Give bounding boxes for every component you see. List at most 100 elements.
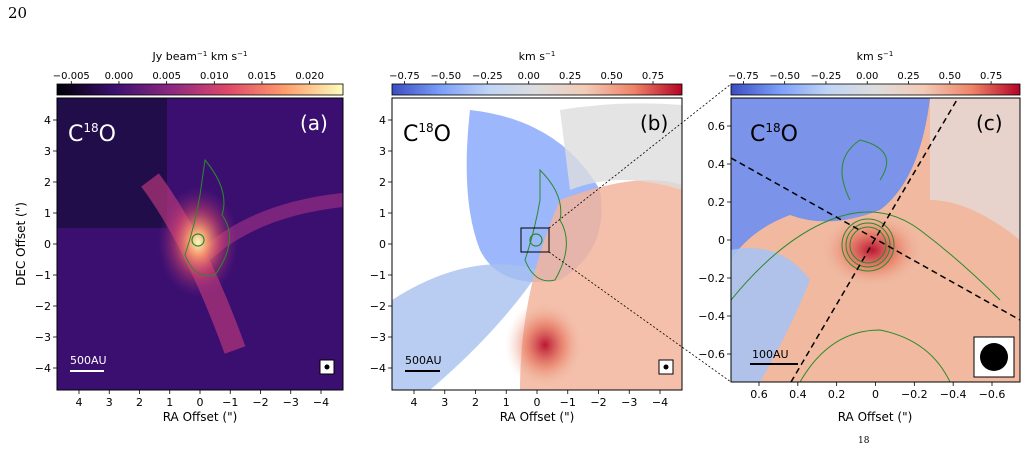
panel-a: Jy beam−1 km s−1 −0.005 0.000 0.005 0.010 0.…	[14, 50, 344, 424]
panel-c-yticks: 0.6 0.4 0.2 0 −0.2 −0.4 −0.6	[698, 120, 731, 361]
panel-c-cbar-tick-label: −0.75	[728, 71, 759, 82]
panel-a-beam	[324, 364, 330, 370]
panel-a-colorbar-label: Jy beam−1 km s−1	[152, 50, 248, 63]
panel-a-cbar-tick-label: 0.000	[105, 71, 134, 82]
panel-c-label: (c)	[976, 111, 1003, 135]
panel-c-xticks: 0.6 0.4 0.2 0 −0.2 −0.4 −0.6	[750, 382, 1005, 401]
panel-a-xtick-label: 4	[76, 396, 83, 409]
panel-c-red-core	[817, 210, 927, 290]
panel-a-ytick-label: 3	[44, 145, 51, 158]
panel-c-ytick-label: 0.6	[708, 120, 726, 133]
panel-b-ytick-label: −3	[370, 331, 386, 344]
panel-c-xtick-label: 0	[872, 388, 879, 401]
panel-a-colorbar	[56, 83, 344, 96]
panel-b-blue-wing	[392, 264, 540, 390]
panel-a-yticks: 4 3 2 1 0 −1 −2 −3 −4	[35, 114, 57, 375]
panel-b-xtick-label: 1	[503, 396, 510, 409]
panel-c-cbar-tick-label: −0.50	[769, 71, 800, 82]
panel-b-xlabel: RA Offset (")	[500, 410, 575, 424]
panel-a-ytick-label: −2	[35, 300, 51, 313]
zoom-connector-top	[548, 83, 732, 229]
panel-c-ytick-label: 0.2	[708, 196, 726, 209]
panel-a-ytick-label: −1	[35, 269, 51, 282]
panel-b-cbar-tick-label: 0.00	[518, 71, 540, 82]
panel-c-contour-upper	[841, 139, 888, 201]
panel-c-cbar-tick-label: 0.50	[939, 71, 961, 82]
panel-c-xtick-label: 0.4	[789, 388, 807, 401]
panel-c-cbar-tick-label: 0.25	[897, 71, 919, 82]
panel-b-image	[392, 98, 682, 390]
panel-a-molecule: C18O	[68, 121, 116, 147]
panel-a-image	[57, 98, 343, 390]
panel-c-colorbar	[730, 83, 1021, 96]
panel-a-contours	[184, 158, 231, 277]
panel-c-beam	[980, 343, 1008, 371]
panel-b-contours	[524, 168, 567, 282]
panel-c-xtick-label: 0.2	[828, 388, 846, 401]
panel-a-ytick-label: 1	[44, 207, 51, 220]
panel-b-xtick-label: −2	[590, 396, 606, 409]
panel-a-xticks: 4 3 2 1 0 −1 −2 −3 −4	[76, 390, 329, 409]
panel-a-xtick-label: −2	[252, 396, 268, 409]
page-number: 20	[8, 4, 28, 22]
panel-b-ytick-label: −2	[370, 300, 386, 313]
panel-c-xtick-label: −0.2	[901, 388, 928, 401]
panel-a-cbar-tick-label: −0.005	[53, 71, 90, 82]
panel-c-contour-ring-1	[849, 226, 887, 264]
panel-a-ytick-label: 0	[44, 238, 51, 251]
panel-c-ytick-label: −0.2	[698, 272, 725, 285]
panel-c-contour-lower	[799, 329, 951, 382]
panel-a-label: (a)	[300, 111, 328, 135]
panel-c-right-gray	[930, 98, 1020, 240]
panel-c-axis-line-2	[731, 157, 1020, 321]
panel-c-cbar-tick-label: 0.75	[980, 71, 1002, 82]
panel-a-ylabel: DEC Offset (")	[14, 202, 28, 286]
panel-a-ytick-label: 2	[44, 176, 51, 189]
panel-c-axis-line-1	[790, 97, 959, 382]
panel-b-scalebar-label: 500AU	[405, 354, 442, 367]
panel-b-xtick-label: −4	[652, 396, 668, 409]
panel-a-ytick-label: −4	[35, 362, 51, 375]
panel-c-light-blue	[731, 248, 810, 382]
panel-b-molecule: C18O	[403, 121, 451, 147]
panel-b-ytick-label: −4	[370, 362, 386, 375]
zoom-connector-bottom	[548, 251, 732, 383]
panel-c-xtick-label: −0.6	[979, 388, 1006, 401]
panel-a-xlabel: RA Offset (")	[163, 410, 238, 424]
panel-c-ytick-label: −0.4	[698, 310, 725, 323]
panel-b-zoom-box	[520, 227, 550, 253]
panel-a-cbar-tick-label: 0.010	[200, 71, 229, 82]
panel-a-xtick-label: −3	[283, 396, 299, 409]
panel-c-xtick-label: −0.4	[940, 388, 967, 401]
panel-b-xtick-label: −1	[560, 396, 576, 409]
panel-b-ytick-label: 1	[379, 207, 386, 220]
panel-b-label: (b)	[640, 111, 668, 135]
panel-c-contour-ring-3	[841, 218, 895, 272]
panel-a-ytick-label: −3	[35, 331, 51, 344]
panel-a-xtick-label: −4	[313, 396, 329, 409]
panel-c: km s−1 −0.75 −0.50 −0.25 0.00 0.25 0.50 0.75 C…	[698, 50, 1021, 424]
panel-a-xtick-label: 1	[166, 396, 173, 409]
panel-b-xtick-label: 4	[411, 396, 418, 409]
panel-b-cbar-tick-label: 0.50	[600, 71, 622, 82]
panel-c-cbar-tick-label: 0.00	[856, 71, 878, 82]
panel-a-xtick-label: 3	[106, 396, 113, 409]
panel-b-xtick-label: 3	[441, 396, 448, 409]
panel-b-ytick-label: 3	[379, 145, 386, 158]
panel-a-xtick-label: 0	[197, 396, 204, 409]
panel-c-ytick-label: 0	[718, 234, 725, 247]
panel-a-xtick-label: −1	[222, 396, 238, 409]
panel-b-cbar-tick-label: −0.50	[431, 71, 462, 82]
panel-b-colorbar	[391, 83, 683, 96]
panel-a-colorbar-ticks: −0.005 0.000 0.005 0.010 0.015 0.020	[53, 71, 324, 84]
panel-b-colorbar-ticks: −0.75 −0.50 −0.25 0.00 0.25 0.50 0.75	[389, 71, 664, 84]
panel-b-xticks: 4 3 2 1 0 −1 −2 −3 −4	[411, 390, 668, 409]
panel-c-scalebar-label: 100AU	[752, 348, 789, 361]
panel-c-ytick-label: 0.4	[708, 158, 726, 171]
panel-a-xtick-label: 2	[136, 396, 143, 409]
panel-b-ytick-label: 4	[379, 114, 386, 127]
panel-b-cbar-tick-label: −0.75	[389, 71, 420, 82]
panel-c-cbar-tick-label: −0.25	[811, 71, 842, 82]
panel-c-colorbar-ticks: −0.75 −0.50 −0.25 0.00 0.25 0.50 0.75	[728, 71, 1002, 84]
